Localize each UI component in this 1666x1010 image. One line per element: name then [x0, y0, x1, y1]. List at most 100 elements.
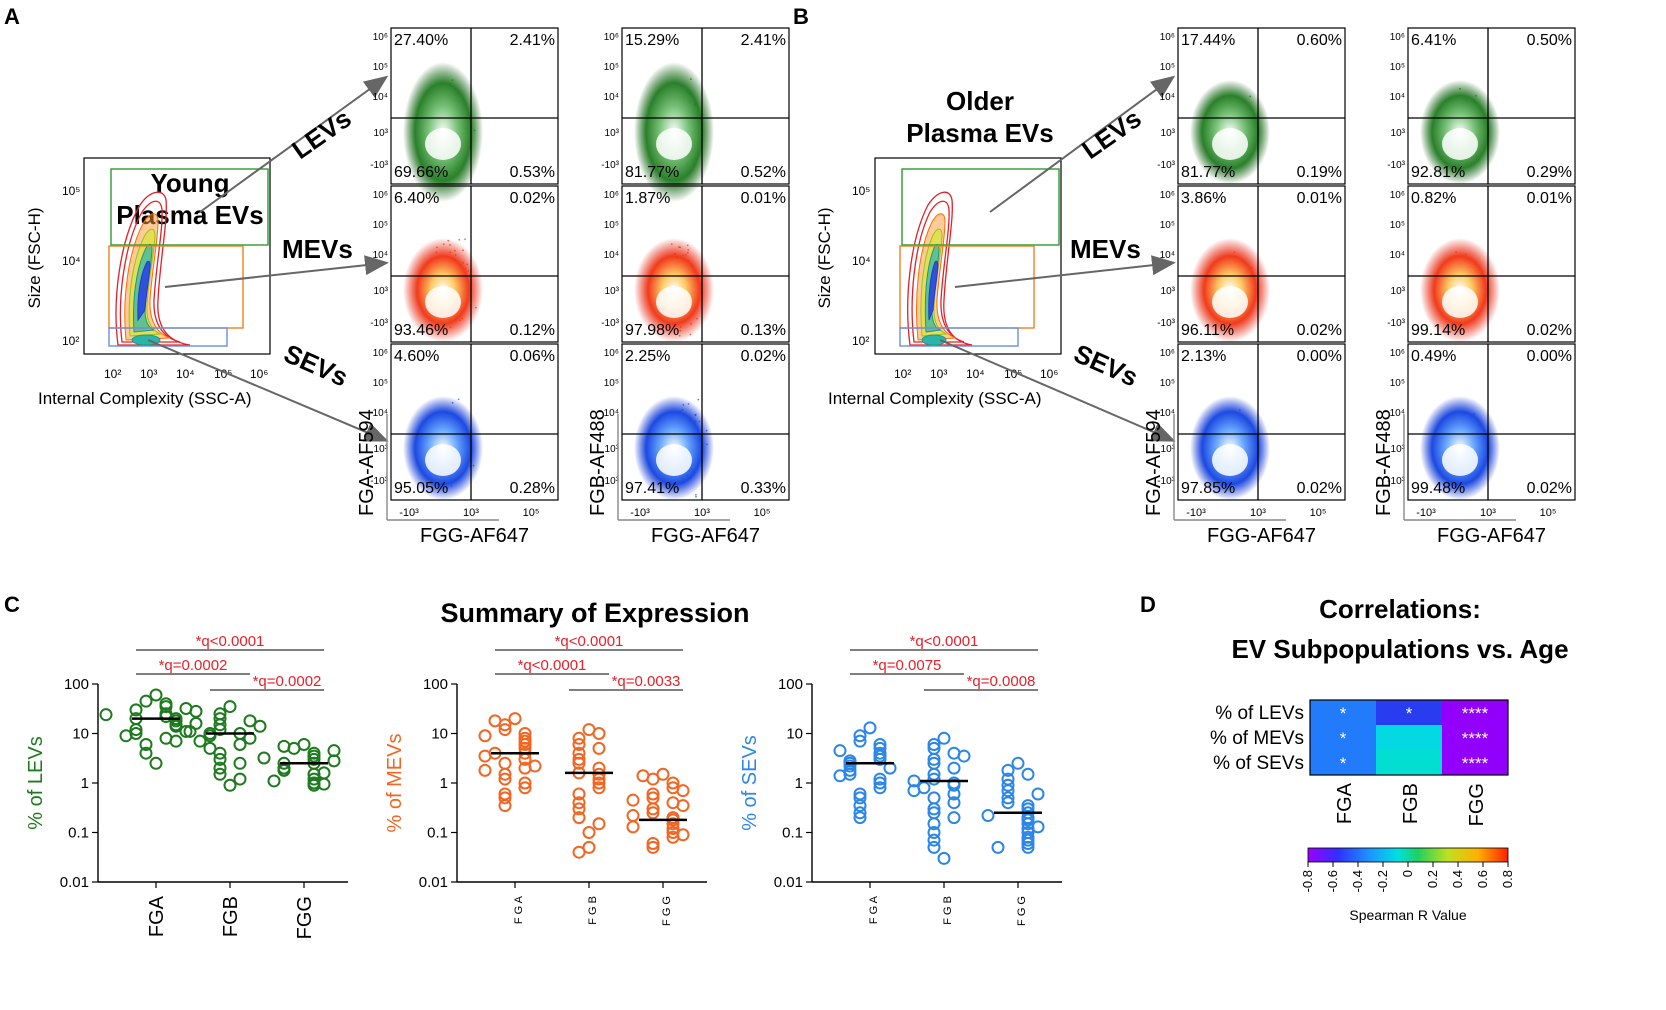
heatmap-col-label: FGG	[1466, 783, 1488, 826]
data-point	[277, 739, 291, 753]
data-point	[646, 806, 660, 820]
scatter-ytick: 10⁶	[604, 348, 619, 359]
data-point	[853, 811, 867, 825]
scatter-ylabel: FGB-AF488	[587, 409, 609, 516]
data-point	[626, 809, 640, 823]
heatmap-title-line2: EV Subpopulations vs. Age	[1231, 634, 1568, 664]
y-tick-label: 0.1	[68, 825, 89, 842]
data-point	[676, 784, 690, 798]
y-tick-label: 100	[64, 676, 89, 693]
data-point	[179, 724, 193, 738]
quadrant-plot: 1.87% 0.01% 97.98% 0.13% 10⁶ 10⁵ 10⁴ 10³ -10³	[601, 185, 790, 343]
y-tick-label: 1	[440, 775, 448, 792]
scatter-xtick: 10³	[1480, 507, 1496, 519]
scatter-xtick: 10⁵	[523, 507, 540, 519]
lev-arrow	[199, 75, 389, 213]
gating-xtick: 10²	[894, 367, 911, 381]
data-point	[233, 737, 247, 751]
scatter-xtick: 10⁵	[1540, 507, 1557, 519]
quadrant-pct-ul: 1.87%	[625, 190, 670, 207]
scatter-ytick: -10³	[370, 318, 388, 329]
data-point	[1001, 796, 1015, 810]
colorbar-tick-label: -0.8	[1300, 870, 1315, 892]
data-point	[666, 776, 680, 790]
quadrant-pct-ul: 0.49%	[1411, 348, 1456, 365]
scatter-ytick: 10³	[605, 444, 620, 455]
gating-xtick: 10⁴	[966, 367, 985, 381]
data-point	[592, 741, 606, 755]
colorbar-tick-label: -0.6	[1325, 870, 1340, 892]
scatter-ytick: 10³	[1161, 444, 1176, 455]
data-point	[189, 704, 203, 718]
data-point	[169, 734, 183, 748]
quadrant-pct-ul: 0.82%	[1411, 190, 1456, 207]
gating-xtick: 10⁴	[176, 367, 195, 381]
data-point	[853, 806, 867, 820]
data-point	[233, 772, 247, 786]
lev-gate	[901, 168, 1060, 246]
gating-plot-older: Size (FSC-H) Internal Complexity (SSC-A)…	[815, 157, 1062, 408]
scatter-xlabel: FGG-AF647	[1207, 525, 1316, 547]
quadrant-pct-lr: 0.13%	[741, 322, 786, 339]
scatter-ytick: 10³	[1391, 128, 1406, 139]
quadrant-pct-ur: 0.01%	[741, 190, 786, 207]
density-core	[425, 286, 461, 318]
event-dot	[695, 493, 697, 496]
significance-label: *q<0.0001	[910, 633, 979, 650]
data-point	[947, 761, 961, 775]
panel-b-title-line1: Older	[946, 86, 1014, 116]
data-point	[572, 796, 586, 810]
scatter-ytick: 10³	[605, 128, 620, 139]
significance-label: *q=0.0075	[873, 657, 942, 674]
data-point	[99, 708, 113, 722]
scatter-ytick: -10³	[1157, 318, 1175, 329]
quadrant-pct-ur: 2.41%	[510, 32, 555, 49]
data-point	[572, 737, 586, 751]
significance-label: *q=0.0033	[612, 673, 681, 690]
gating-xtick: 10⁶	[250, 367, 268, 381]
scatter-ytick: 10⁵	[373, 220, 388, 231]
sev-gate	[899, 327, 1019, 347]
data-point	[927, 772, 941, 786]
data-point	[646, 836, 660, 850]
scatter-ytick: 10⁵	[1160, 62, 1175, 73]
quadrant-plot: 15.29% 2.41% 81.77% 0.52% 10⁶ 10⁵ 10⁴ 10³ -10³	[601, 27, 790, 202]
y-tick-label: 10	[72, 726, 89, 743]
data-point	[646, 840, 660, 854]
density-core	[1442, 128, 1478, 160]
scatter-ytick: 10⁴	[1160, 408, 1175, 419]
quadrant-pct-lr: 0.12%	[510, 322, 555, 339]
data-point	[592, 727, 606, 740]
data-point	[991, 840, 1005, 854]
gating-frame	[874, 157, 1062, 355]
heatmap-annotation: *	[1340, 704, 1347, 723]
quadrant-pct-ll: 97.85%	[1181, 480, 1235, 497]
x-tick-label: F G G	[1016, 896, 1028, 926]
data-point	[203, 729, 217, 743]
quadrant-pct-ul: 6.41%	[1411, 32, 1456, 49]
heatmap-annotation: ****	[1462, 754, 1489, 773]
quadrant-pct-ll: 81.77%	[625, 164, 679, 181]
y-tick-label: 0.01	[774, 874, 803, 891]
quadrant-pct-ul: 2.13%	[1181, 348, 1226, 365]
scatter-ytick: 10⁴	[1160, 92, 1175, 103]
colorbar-tick-label: 0.2	[1425, 870, 1440, 888]
gating-ytick: 10²	[852, 334, 869, 348]
y-tick-label: 10	[431, 726, 448, 743]
data-point	[853, 799, 867, 813]
data-point	[213, 761, 227, 775]
data-point	[636, 769, 650, 783]
scatter-ytick: 10⁴	[1390, 250, 1405, 261]
gating-ylabel: Size (FSC-H)	[815, 207, 834, 308]
sev-arrow-label: SEVs	[280, 338, 353, 392]
data-point	[907, 784, 921, 798]
sev-arrow	[147, 339, 389, 442]
scatter-ytick: 10³	[605, 286, 620, 297]
scatter-ytick: 10⁵	[604, 62, 619, 73]
data-point	[927, 802, 941, 816]
data-point	[277, 763, 291, 777]
data-point	[139, 746, 153, 760]
quadrant-pct-ul: 3.86%	[1181, 190, 1226, 207]
quadrant-pct-lr: 0.02%	[1527, 480, 1572, 497]
